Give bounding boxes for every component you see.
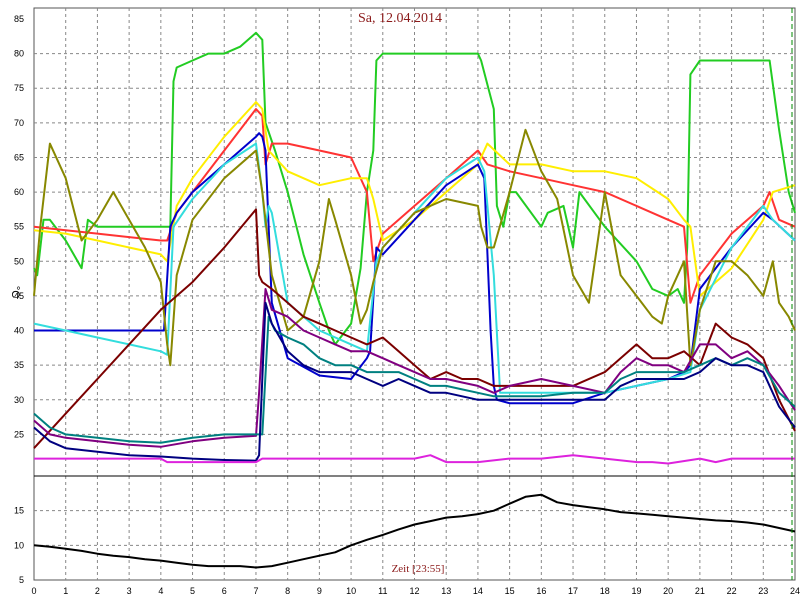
- x-tick-label: 19: [631, 586, 641, 596]
- series-line: [33, 493, 796, 569]
- x-tick-label: 5: [190, 586, 195, 596]
- y-tick-label: 65: [14, 152, 24, 162]
- y-tick-label: 85: [14, 14, 24, 24]
- x-tick-label: 7: [253, 586, 258, 596]
- y-tick-label: 15: [14, 506, 24, 516]
- y-tick-label: 70: [14, 118, 24, 128]
- y-tick-label: 75: [14, 83, 24, 93]
- series-line: [33, 288, 796, 448]
- y-tick-label: 30: [14, 395, 24, 405]
- chart-title: Sa, 12.04.2014: [358, 11, 442, 26]
- x-tick-label: 17: [568, 586, 578, 596]
- x-tick-label: 1: [63, 586, 68, 596]
- y-tick-label: 35: [14, 360, 24, 370]
- x-tick-label: 9: [317, 586, 322, 596]
- y-tick-label: 40: [14, 326, 24, 336]
- x-tick-label: 3: [127, 586, 132, 596]
- series-line: [33, 128, 796, 367]
- x-tick-label: 11: [378, 586, 387, 596]
- x-tick-label: 18: [600, 586, 610, 596]
- y-tick-label: 45: [14, 291, 24, 301]
- x-tick-label: 12: [409, 586, 419, 596]
- series-line: [33, 31, 796, 346]
- x-tick-label: 6: [222, 586, 227, 596]
- x-tick-label: 10: [346, 586, 356, 596]
- x-tick-label: 21: [695, 586, 705, 596]
- x-tick-label: 20: [663, 586, 673, 596]
- y-tick-label: 50: [14, 256, 24, 266]
- tick-labels: 0 1 2 3 4 5 6 7 8 9 10 11 12 13 14 15 16 17 18 19 20 21 22 23 24…: [14, 14, 800, 596]
- y-axis-label: °C: [9, 286, 21, 298]
- series-line: [33, 315, 796, 444]
- x-tick-label: 24: [790, 586, 800, 596]
- y-tick-label: 10: [14, 540, 24, 550]
- y-tick-label: 80: [14, 49, 24, 59]
- x-tick-label: 14: [473, 586, 483, 596]
- x-tick-label: 0: [31, 586, 36, 596]
- series-line: [33, 301, 796, 462]
- x-tick-label: 13: [441, 586, 451, 596]
- series-line: [33, 142, 796, 394]
- x-tick-label: 4: [158, 586, 163, 596]
- lower-series-group: [33, 493, 796, 569]
- series-line: [33, 101, 796, 297]
- x-tick-label: 15: [505, 586, 515, 596]
- upper-series-group: [33, 31, 796, 465]
- x-tick-label: 22: [727, 586, 737, 596]
- x-tick-label: 2: [95, 586, 100, 596]
- x-axis-label: Zeit [23:55]: [392, 563, 445, 575]
- y-tick-label: 55: [14, 222, 24, 232]
- y-tick-label: 25: [14, 429, 24, 439]
- x-tick-label: 8: [285, 586, 290, 596]
- x-tick-label: 23: [758, 586, 768, 596]
- series-line: [34, 454, 795, 465]
- y-tick-label: 5: [19, 575, 24, 585]
- x-tick-label: 16: [536, 586, 546, 596]
- y-tick-label: 60: [14, 187, 24, 197]
